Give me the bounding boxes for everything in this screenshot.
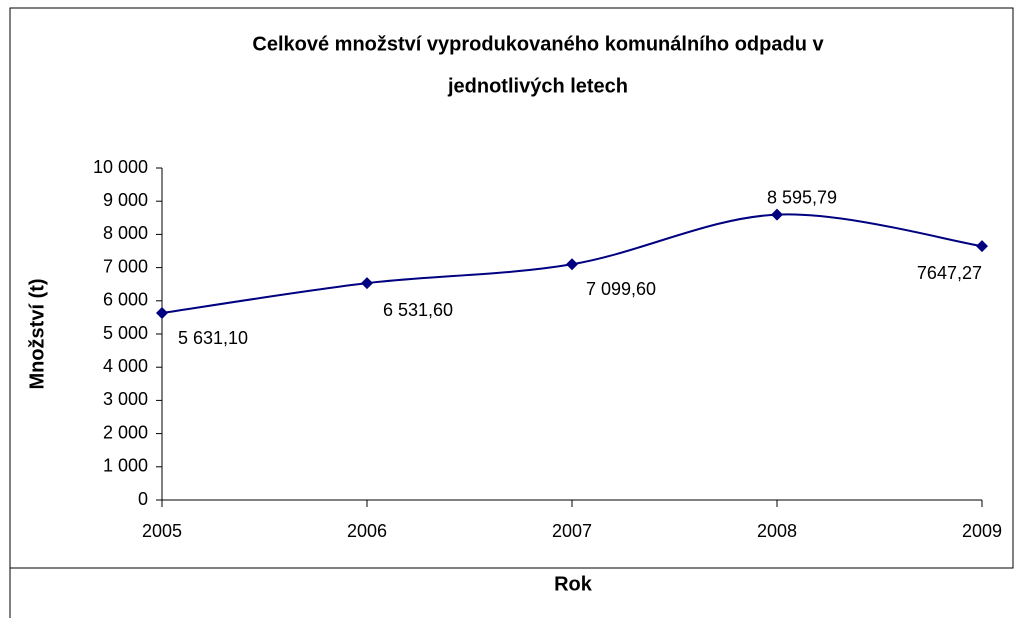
data-point xyxy=(976,240,988,253)
x-tick-label: 2006 xyxy=(347,521,387,541)
chart-title: Celkové množství vyprodukovaného komunál… xyxy=(252,33,824,55)
chart-subtitle: jednotlivých letech xyxy=(447,75,628,97)
data-point xyxy=(771,208,783,221)
x-axis-label: Rok xyxy=(554,573,593,595)
x-tick-label: 2007 xyxy=(552,521,592,541)
y-axis-label: Množství (t) xyxy=(26,278,48,389)
frame xyxy=(9,7,1014,569)
y-tick-label: 6 000 xyxy=(103,290,148,310)
data-label: 8 595,79 xyxy=(767,187,837,207)
y-tick-label: 5 000 xyxy=(103,323,148,343)
y-tick-label: 0 xyxy=(138,489,148,509)
data-label: 7 099,60 xyxy=(586,279,656,299)
x-tick-label: 2008 xyxy=(757,521,797,541)
data-point xyxy=(156,307,168,320)
x-tick-label: 2005 xyxy=(142,521,182,541)
x-tick-label: 2009 xyxy=(962,521,1002,541)
y-tick-label: 10 000 xyxy=(93,157,148,177)
data-point xyxy=(361,277,373,290)
y-tick-label: 4 000 xyxy=(103,356,148,376)
data-label: 7647,27 xyxy=(917,263,982,283)
y-tick-label: 2 000 xyxy=(103,422,148,442)
y-tick-label: 3 000 xyxy=(103,389,148,409)
data-label: 6 531,60 xyxy=(383,300,453,320)
y-tick-label: 9 000 xyxy=(103,190,148,210)
y-tick-label: 8 000 xyxy=(103,223,148,243)
data-label: 5 631,10 xyxy=(178,328,248,348)
y-tick-label: 1 000 xyxy=(103,456,148,476)
y-tick-label: 7 000 xyxy=(103,256,148,276)
data-point xyxy=(566,258,578,271)
